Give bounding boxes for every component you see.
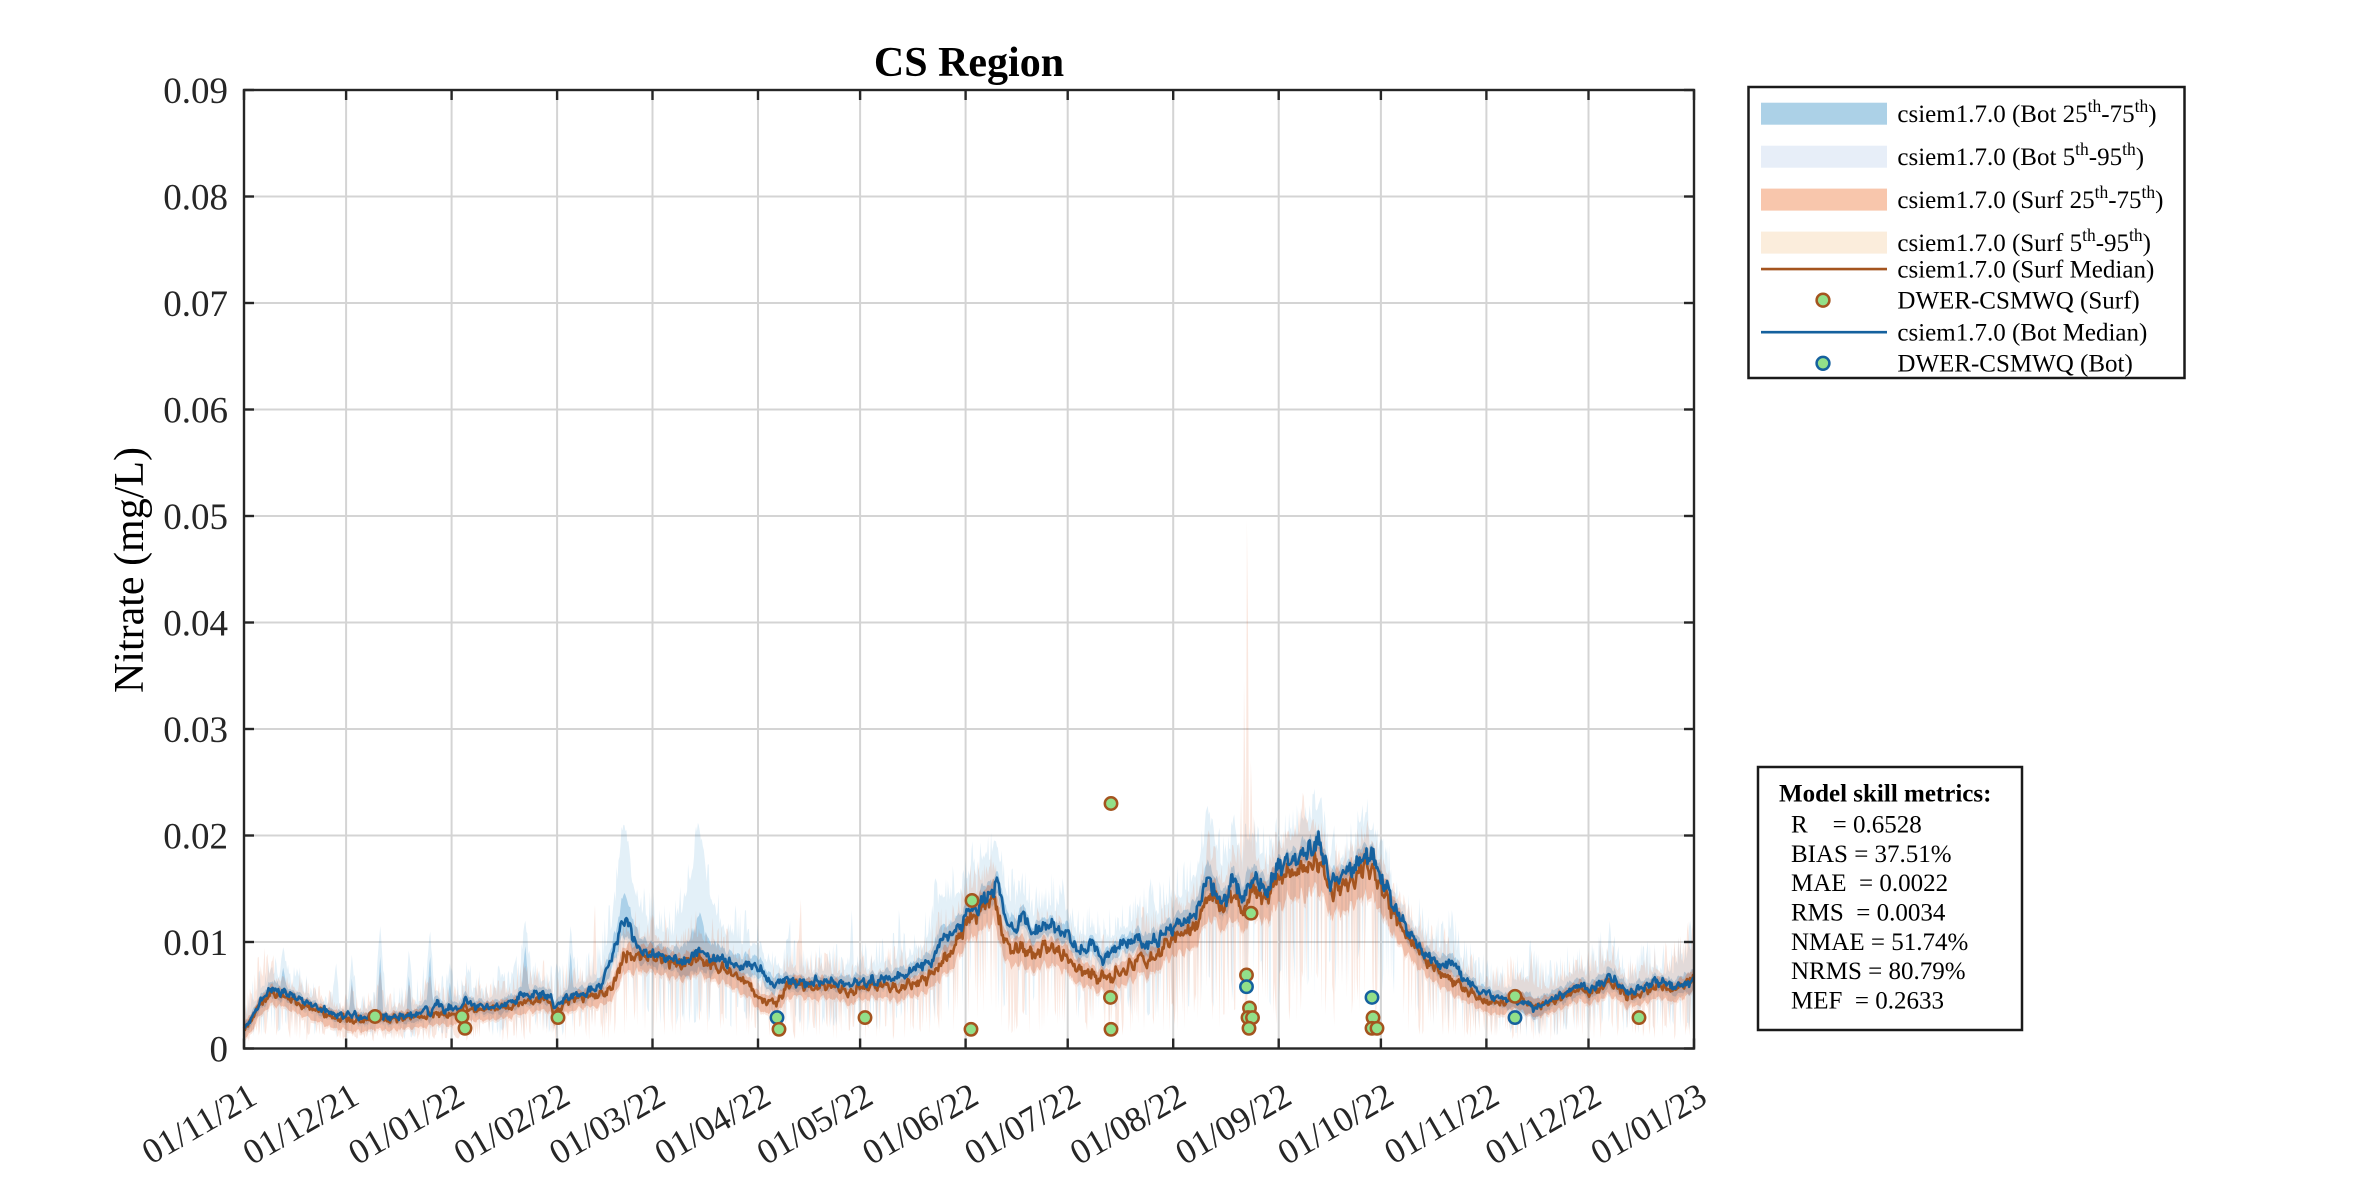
svg-text:csiem1.7.0 (Bot Median): csiem1.7.0 (Bot Median) xyxy=(1897,320,2147,347)
svg-text:csiem1.7.0 (Bot 25th-75th): csiem1.7.0 (Bot 25th-75th) xyxy=(1897,96,2156,128)
svg-text:DWER-CSMWQ (Surf): DWER-CSMWQ (Surf) xyxy=(1897,288,2139,315)
svg-text:MEF = 0.2633: MEF = 0.2633 xyxy=(1791,988,1944,1015)
svg-text:R = 0.6528: R = 0.6528 xyxy=(1791,811,1922,838)
svg-text:RMS = 0.0034: RMS = 0.0034 xyxy=(1791,900,1946,927)
svg-text:0.04: 0.04 xyxy=(163,603,228,644)
svg-text:csiem1.7.0 (Bot 5th-95th): csiem1.7.0 (Bot 5th-95th) xyxy=(1897,139,2144,171)
svg-text:0.02: 0.02 xyxy=(163,816,228,857)
svg-text:0.01: 0.01 xyxy=(163,923,228,964)
svg-text:0.06: 0.06 xyxy=(163,390,228,431)
svg-text:0.05: 0.05 xyxy=(163,497,228,538)
svg-text:0.08: 0.08 xyxy=(163,177,228,218)
svg-text:NMAE = 51.74%: NMAE = 51.74% xyxy=(1791,929,1968,956)
svg-text:0.07: 0.07 xyxy=(163,284,228,325)
svg-text:0.03: 0.03 xyxy=(163,710,228,751)
svg-text:csiem1.7.0 (Surf 5th-95th): csiem1.7.0 (Surf 5th-95th) xyxy=(1897,225,2151,257)
svg-text:Nitrate (mg/L): Nitrate (mg/L) xyxy=(107,447,153,693)
svg-text:Model skill metrics:: Model skill metrics: xyxy=(1779,781,1991,808)
svg-text:BIAS = 37.51%: BIAS = 37.51% xyxy=(1791,841,1952,868)
svg-text:MAE = 0.0022: MAE = 0.0022 xyxy=(1791,870,1948,897)
svg-text:csiem1.7.0 (Surf 25th-75th): csiem1.7.0 (Surf 25th-75th) xyxy=(1897,182,2163,214)
svg-text:csiem1.7.0 (Surf Median): csiem1.7.0 (Surf Median) xyxy=(1897,257,2154,284)
svg-text:0.09: 0.09 xyxy=(163,71,228,112)
svg-text:DWER-CSMWQ (Bot): DWER-CSMWQ (Bot) xyxy=(1897,351,2132,378)
svg-text:NRMS = 80.79%: NRMS = 80.79% xyxy=(1791,958,1966,985)
svg-text:0: 0 xyxy=(210,1029,229,1070)
svg-text:CS Region: CS Region xyxy=(874,40,1064,86)
